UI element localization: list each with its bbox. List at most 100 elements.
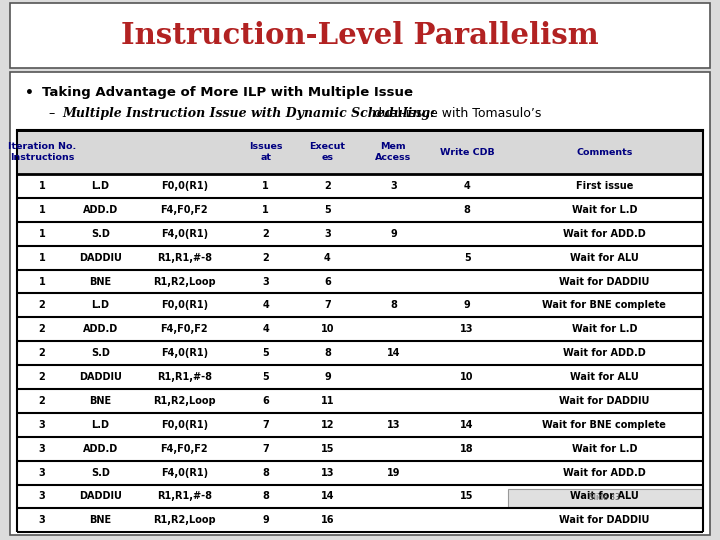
Text: F4,F0,F2: F4,F0,F2 [161, 325, 208, 334]
Text: R1,R1,#-8: R1,R1,#-8 [157, 253, 212, 262]
Text: L.D: L.D [91, 420, 109, 430]
Text: 6: 6 [324, 276, 330, 287]
Text: Wait for BNE complete: Wait for BNE complete [542, 420, 666, 430]
Text: Wait for BNE complete: Wait for BNE complete [542, 300, 666, 310]
Text: DADDIU: DADDIU [78, 491, 122, 502]
Text: 3: 3 [39, 491, 45, 502]
Text: 18: 18 [460, 444, 474, 454]
Text: BNE: BNE [89, 396, 112, 406]
Text: Wait for ALU: Wait for ALU [570, 491, 639, 502]
Text: 19: 19 [387, 468, 400, 477]
Text: S.D: S.D [91, 468, 109, 477]
Text: 8: 8 [262, 468, 269, 477]
Text: 15: 15 [460, 491, 474, 502]
Text: S.D: S.D [91, 348, 109, 358]
Text: Iteration No.
Instructions: Iteration No. Instructions [8, 143, 76, 162]
Text: 5: 5 [464, 253, 471, 262]
Text: 12: 12 [320, 420, 334, 430]
Text: 3: 3 [39, 468, 45, 477]
Text: 4: 4 [464, 181, 471, 191]
Text: L.D: L.D [91, 181, 109, 191]
Text: 2: 2 [262, 229, 269, 239]
Text: F4,0(R1): F4,0(R1) [161, 348, 208, 358]
Text: 3: 3 [324, 229, 330, 239]
Text: 1: 1 [39, 229, 45, 239]
Text: 2: 2 [39, 348, 45, 358]
Text: Taking Advantage of More ILP with Multiple Issue: Taking Advantage of More ILP with Multip… [42, 86, 413, 99]
Text: 8: 8 [464, 205, 471, 215]
Text: Wait for L.D: Wait for L.D [572, 205, 637, 215]
Text: First issue: First issue [576, 181, 633, 191]
Text: 2: 2 [39, 396, 45, 406]
Text: 13: 13 [460, 325, 474, 334]
Text: Comments: Comments [576, 147, 632, 157]
Text: Wait for DADDIU: Wait for DADDIU [559, 515, 649, 525]
Text: 5: 5 [262, 372, 269, 382]
Text: 13: 13 [320, 468, 334, 477]
Text: Wait for DADDIU: Wait for DADDIU [559, 276, 649, 287]
Text: Wait for ALU: Wait for ALU [570, 372, 639, 382]
Text: –: – [48, 107, 63, 120]
Text: R1,R2,Loop: R1,R2,Loop [153, 276, 215, 287]
Text: F4,0(R1): F4,0(R1) [161, 229, 208, 239]
Text: 9: 9 [324, 372, 330, 382]
Text: DADDIU: DADDIU [78, 372, 122, 382]
Text: 10: 10 [460, 372, 474, 382]
Text: 8: 8 [324, 348, 331, 358]
Text: Wait for ADD.D: Wait for ADD.D [563, 468, 646, 477]
Text: Instruction-Level Parallelism: Instruction-Level Parallelism [121, 21, 599, 50]
Text: R1,R1,#-8: R1,R1,#-8 [157, 491, 212, 502]
Text: 7: 7 [262, 444, 269, 454]
Text: 15: 15 [320, 444, 334, 454]
Text: 8: 8 [390, 300, 397, 310]
Text: 2: 2 [39, 300, 45, 310]
Text: S.D: S.D [91, 229, 109, 239]
Text: ADD.D: ADD.D [83, 444, 118, 454]
Text: L.D: L.D [91, 300, 109, 310]
Bar [17, 130, 703, 174]
Text: Multiple Instruction Issue with Dynamic Scheduling:: Multiple Instruction Issue with Dynamic … [63, 107, 436, 120]
Text: 9: 9 [262, 515, 269, 525]
Text: 3: 3 [390, 181, 397, 191]
Text: 14: 14 [460, 420, 474, 430]
Text: 7: 7 [324, 300, 330, 310]
Text: Slide 33: Slide 33 [589, 493, 620, 502]
Text: •: • [25, 86, 35, 100]
Text: 2: 2 [324, 181, 330, 191]
Text: 2: 2 [39, 325, 45, 334]
Text: 13: 13 [387, 420, 400, 430]
Text: 4: 4 [262, 300, 269, 310]
Text: 1: 1 [39, 205, 45, 215]
Text: 1: 1 [262, 205, 269, 215]
Text: BNE: BNE [89, 515, 112, 525]
Text: Write CDB: Write CDB [440, 147, 495, 157]
Text: Wait for DADDIU: Wait for DADDIU [559, 396, 649, 406]
Text: 9: 9 [464, 300, 471, 310]
Text: 3: 3 [39, 444, 45, 454]
Text: ADD.D: ADD.D [83, 325, 118, 334]
Text: 1: 1 [262, 181, 269, 191]
Text: 9: 9 [390, 229, 397, 239]
Text: F0,0(R1): F0,0(R1) [161, 300, 208, 310]
Text: 8: 8 [262, 491, 269, 502]
Text: R1,R1,#-8: R1,R1,#-8 [157, 372, 212, 382]
Text: 2: 2 [262, 253, 269, 262]
Text: DADDIU: DADDIU [78, 253, 122, 262]
Text: Wait for ADD.D: Wait for ADD.D [563, 348, 646, 358]
Text: 3: 3 [262, 276, 269, 287]
Text: 4: 4 [262, 325, 269, 334]
Text: 3: 3 [39, 515, 45, 525]
FancyBboxPatch shape [508, 489, 701, 507]
Text: F0,0(R1): F0,0(R1) [161, 420, 208, 430]
Text: F4,F0,F2: F4,F0,F2 [161, 205, 208, 215]
Text: R1,R2,Loop: R1,R2,Loop [153, 396, 215, 406]
Text: 5: 5 [324, 205, 330, 215]
Text: Wait for ALU: Wait for ALU [570, 253, 639, 262]
Text: 10: 10 [320, 325, 334, 334]
FancyBboxPatch shape [10, 3, 710, 68]
Text: 2: 2 [39, 372, 45, 382]
Text: 5: 5 [262, 348, 269, 358]
Text: Execut
es: Execut es [310, 143, 346, 162]
Text: 1: 1 [39, 181, 45, 191]
Text: 3: 3 [39, 420, 45, 430]
